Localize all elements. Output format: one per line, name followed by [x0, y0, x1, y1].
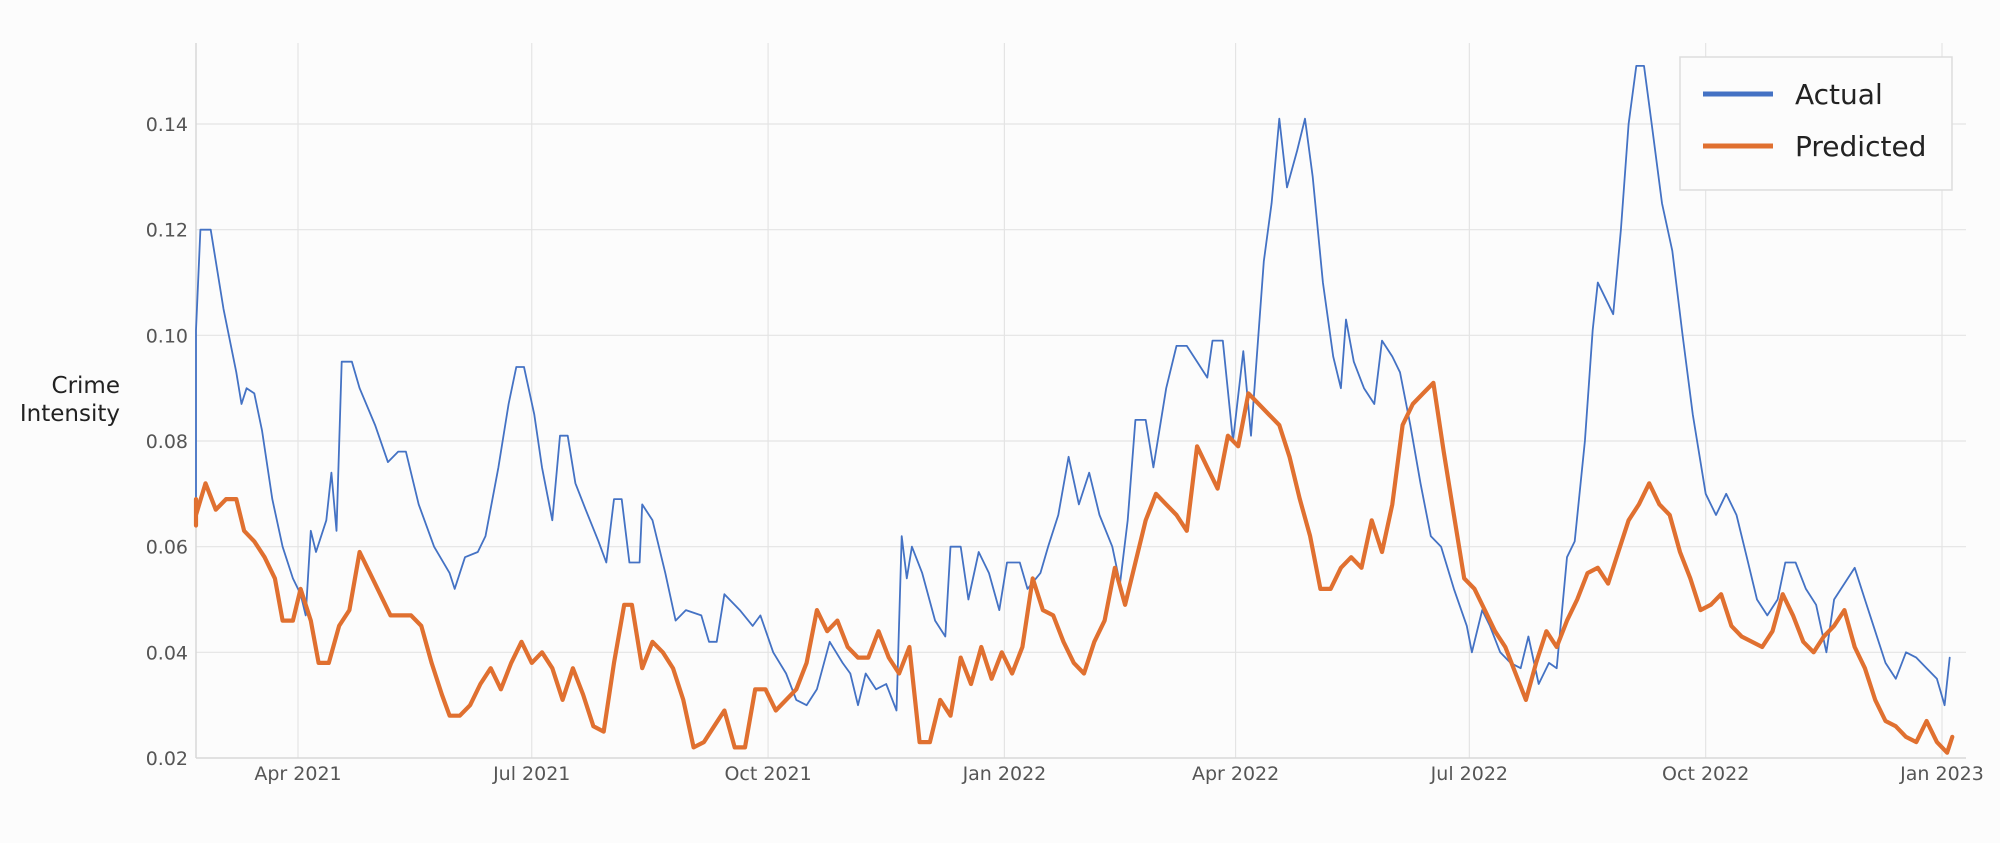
- y-tick-label: 0.10: [146, 325, 188, 347]
- y-tick-labels: 0.02 0.04 0.06 0.08 0.10 0.12 0.14: [146, 114, 188, 770]
- y-tick-label: 0.04: [146, 642, 188, 664]
- y-axis-label-line-1: Crime: [52, 373, 120, 399]
- y-tick-label: 0.08: [146, 431, 188, 453]
- series-line-actual: [195, 65, 1951, 712]
- legend-box: [1679, 56, 1953, 191]
- x-tick-label: Jan 2023: [1899, 763, 1984, 785]
- legend: Actual Predicted: [1679, 56, 1953, 191]
- legend-label-predicted: Predicted: [1795, 130, 1926, 163]
- x-tick-labels: Apr 2021 Jul 2021 Oct 2021 Jan 2022 Apr 2022…: [254, 763, 1983, 785]
- x-tick-label: Oct 2022: [1662, 763, 1749, 785]
- legend-label-actual: Actual: [1795, 78, 1883, 111]
- series: [193, 65, 1955, 755]
- x-tick-label: Oct 2021: [724, 763, 811, 785]
- y-tick-label: 0.02: [146, 748, 188, 770]
- x-tick-label: Jan 2022: [962, 763, 1047, 785]
- grid: [196, 43, 1966, 758]
- series-line-predicted: [193, 380, 1955, 755]
- y-tick-label: 0.06: [146, 537, 188, 559]
- y-axis-label-line-2: Intensity: [20, 401, 120, 427]
- x-tick-label: Apr 2022: [1192, 763, 1279, 785]
- y-tick-label: 0.12: [146, 220, 188, 242]
- x-tick-label: Jul 2021: [492, 763, 570, 785]
- x-tick-label: Apr 2021: [254, 763, 341, 785]
- y-tick-label: 0.14: [146, 114, 188, 136]
- y-axis-label: Crime Intensity: [20, 373, 120, 427]
- x-tick-label: Jul 2022: [1430, 763, 1508, 785]
